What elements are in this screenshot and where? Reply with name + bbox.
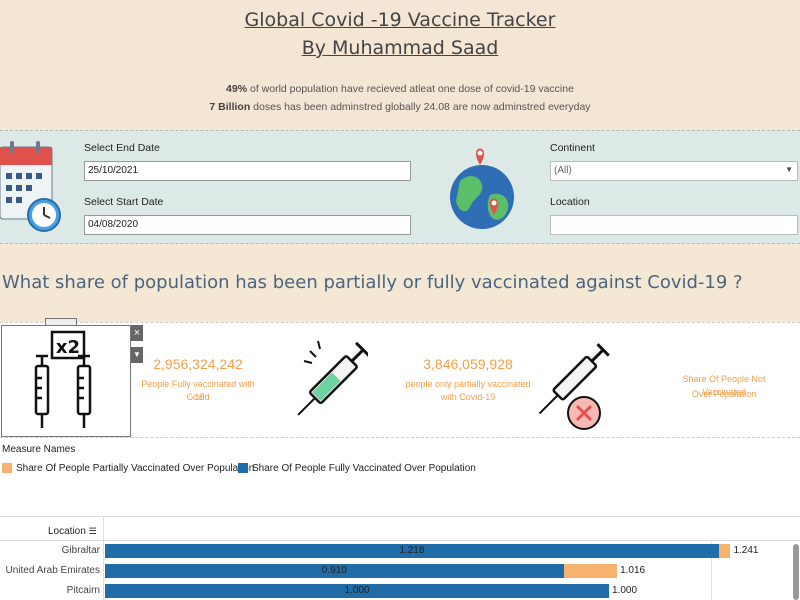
location-input[interactable] (550, 215, 798, 235)
start-date-label: Select Start Date (84, 196, 164, 208)
chart-legend: Measure Names Share Of People Partially … (0, 438, 800, 508)
not-vaccinated-label-1: Share Of People Not Vaccinated (682, 374, 766, 397)
calendar-icon (0, 141, 61, 232)
continent-select[interactable]: (All) ▼ (550, 161, 798, 181)
vertical-scrollbar[interactable] (793, 544, 799, 600)
svg-text:x2: x2 (56, 337, 80, 358)
location-column-label: Location (48, 526, 86, 537)
legend-swatch-partial[interactable] (2, 463, 12, 473)
partially-vaccinated-label-2: with Covid-19 (440, 392, 496, 402)
not-vaccinated-label-2: Over Population (691, 389, 757, 399)
filter-panel: Select End Date 25/10/2021 Select Start … (0, 130, 800, 244)
not-vaccinated-icon (538, 343, 610, 430)
more-options-icon[interactable]: ▼ (131, 347, 143, 363)
row-label[interactable]: United Arab Emirates (5, 565, 101, 576)
partially-vaccinated-count: 3,846,059,928 (423, 356, 513, 372)
two-syringes-icon: x2 (34, 330, 92, 428)
bar-fully-vaccinated[interactable] (105, 564, 564, 578)
globe-icon (450, 148, 514, 229)
bar-fully-vaccinated[interactable] (105, 544, 719, 558)
legend-label-fully[interactable]: Share Of People Fully Vaccinated Over Po… (252, 463, 476, 474)
continent-label: Continent (550, 142, 595, 154)
summary-2-highlight: 7 Billion (209, 101, 251, 113)
two-doses-image[interactable]: x2 (1, 325, 131, 437)
end-date-label: Select End Date (84, 142, 160, 154)
dashboard-author: By Muhammad Saad (301, 37, 499, 59)
location-label: Location (550, 196, 590, 208)
sort-icon[interactable]: ☰ (88, 526, 97, 536)
chart-top-border (0, 516, 800, 517)
bar-value-label: 0.910 (321, 565, 347, 576)
vaccination-bar-chart: Location ☰ Gibraltar 1.218 1.241 United Ara… (0, 508, 800, 600)
fully-vaccinated-label-2: -19 (191, 392, 205, 402)
fully-vaccinated-count: 2,956,324,242 (153, 356, 243, 372)
syringe-icon (297, 340, 368, 416)
bar-total-label: 1.000 (612, 585, 638, 596)
summary-line-2: 7 Billion doses has been adminstred glob… (0, 101, 800, 113)
summary-line-1: 49% of world population have recieved at… (0, 83, 800, 95)
header: Global Covid -19 Vaccine Tracker By Muha… (0, 0, 800, 128)
bar-value-label: 1.000 (344, 585, 370, 596)
bar-partially-vaccinated[interactable] (563, 564, 618, 578)
summary-2-text: doses has been adminstred globally 24.08… (250, 101, 591, 113)
summary-1-highlight: 49% (226, 83, 248, 95)
drag-handle[interactable] (45, 318, 77, 326)
row-label[interactable]: Pitcairn (66, 585, 100, 596)
bar-partially-vaccinated[interactable] (718, 544, 731, 558)
close-icon[interactable]: × (131, 325, 143, 341)
legend-label-partial[interactable]: Share Of People Partially Vaccinated Ove… (16, 463, 255, 474)
fully-vaccinated-label-1: People Fully vaccinated with Covid (141, 379, 255, 402)
bar-total-label: 1.016 (620, 565, 646, 576)
partially-vaccinated-label-1: people only partially vaccinated (405, 379, 531, 389)
section-question: What share of population has been partia… (2, 272, 743, 293)
legend-title: Measure Names (2, 444, 76, 455)
kpi-panel: x2 × ▼ 2,956,324,242 People Fully vaccin… (0, 318, 800, 438)
end-date-input[interactable]: 25/10/2021 (84, 161, 411, 181)
row-label[interactable]: Gibraltar (61, 545, 100, 556)
chevron-down-icon: ▼ (785, 165, 793, 174)
chart-gridline (711, 540, 712, 600)
summary-1-text: of world population have recieved atleat… (247, 83, 574, 95)
location-column-header[interactable]: Location ☰ (48, 526, 97, 537)
bar-total-label: 1.241 (733, 545, 759, 556)
chart-header-border (0, 540, 800, 541)
chart-axis-divider (103, 516, 104, 600)
bar-value-label: 1.218 (399, 545, 425, 556)
start-date-input[interactable]: 04/08/2020 (84, 215, 411, 235)
dashboard-title: Global Covid -19 Vaccine Tracker (244, 9, 556, 31)
bar-fully-vaccinated[interactable] (105, 584, 609, 598)
legend-swatch-fully[interactable] (238, 463, 248, 473)
continent-select-value: (All) (554, 165, 572, 176)
